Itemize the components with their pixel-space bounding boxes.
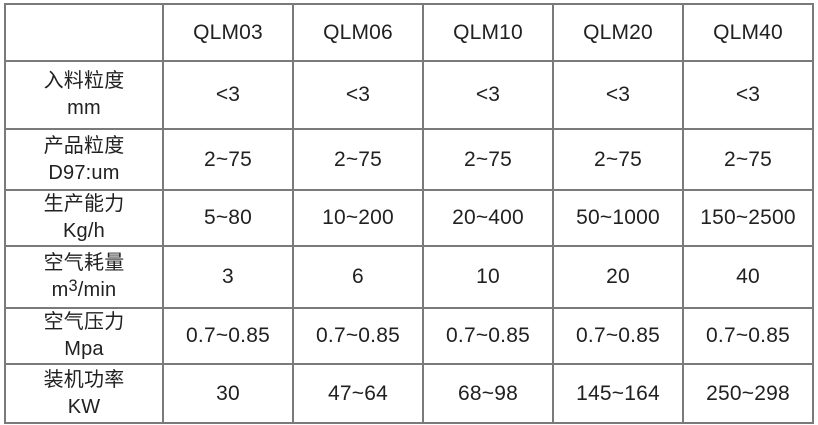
spec-table-header: QLM03 QLM06 QLM10 QLM20 QLM40: [4, 3, 814, 62]
row-label-cell: 入料粒度 mm: [4, 60, 164, 130]
row-label-unit: KW: [67, 395, 101, 418]
spec-value-cell: <3: [162, 60, 294, 130]
row-label-cell: 产品粒度 D97:um: [4, 128, 164, 191]
table-row: 装机功率 KW 30 47~64 68~98 145~164 250~298: [4, 363, 814, 424]
spec-value-cell: 150~2500: [682, 189, 814, 247]
table-row: 产品粒度 D97:um 2~75 2~75 2~75 2~75 2~75: [4, 128, 814, 191]
spec-value-cell: 2~75: [422, 128, 554, 191]
spec-value-cell: 0.7~0.85: [422, 307, 554, 365]
table-row: 生产能力 Kg/h 5~80 10~200 20~400 50~1000 150~2500: [4, 189, 814, 247]
row-label-name: 空气耗量: [43, 252, 125, 274]
row-label-unit: m3/min: [51, 276, 117, 301]
row-label-cell: 装机功率 KW: [4, 363, 164, 424]
row-label-name: 入料粒度: [43, 70, 125, 92]
row-label-unit: mm: [67, 97, 101, 119]
spec-value-cell: 2~75: [552, 128, 684, 191]
row-label-name: 空气压力: [43, 311, 125, 333]
table-row: 入料粒度 mm <3 <3 <3 <3 <3: [4, 60, 814, 130]
spec-value-cell: <3: [422, 60, 554, 130]
spec-value-cell: 6: [292, 245, 424, 309]
spec-value-cell: 0.7~0.85: [682, 307, 814, 365]
table-row: 空气耗量 m3/min 3 6 10 20 40: [4, 245, 814, 309]
row-label-name: 装机功率: [43, 368, 125, 391]
spec-value-cell: 10~200: [292, 189, 424, 247]
spec-value-cell: 3: [162, 245, 294, 309]
spec-value-cell: 5~80: [162, 189, 294, 247]
row-label-cell: 空气耗量 m3/min: [4, 245, 164, 309]
column-header-qlm03: QLM03: [162, 3, 294, 62]
row-label-cell: 生产能力 Kg/h: [4, 189, 164, 247]
spec-value-cell: 2~75: [682, 128, 814, 191]
column-header-empty: [4, 3, 164, 62]
spec-value-cell: 40: [682, 245, 814, 309]
spec-table-body: 入料粒度 mm <3 <3 <3 <3 <3 产品粒度 D97:um 2~75 2~75 2~75 2~…: [4, 60, 814, 424]
spec-value-cell: <3: [552, 60, 684, 130]
table-row: 空气压力 Mpa 0.7~0.85 0.7~0.85 0.7~0.85 0.7~0.85 0…: [4, 307, 814, 365]
row-label-unit: D97:um: [48, 161, 120, 184]
row-label-unit: Mpa: [64, 338, 104, 360]
spec-value-cell: 2~75: [162, 128, 294, 191]
spec-value-cell: 47~64: [292, 363, 424, 424]
column-header-qlm06: QLM06: [292, 3, 424, 62]
row-label-unit: Kg/h: [63, 220, 105, 242]
spec-value-cell: 0.7~0.85: [552, 307, 684, 365]
spec-value-cell: <3: [292, 60, 424, 130]
spec-value-cell: 10: [422, 245, 554, 309]
spec-value-cell: 20~400: [422, 189, 554, 247]
column-header-qlm40: QLM40: [682, 3, 814, 62]
row-label-name: 产品粒度: [43, 134, 125, 157]
column-header-qlm10: QLM10: [422, 3, 554, 62]
spec-value-cell: 145~164: [552, 363, 684, 424]
spec-value-cell: 0.7~0.85: [292, 307, 424, 365]
spec-value-cell: 50~1000: [552, 189, 684, 247]
product-spec-table: QLM03 QLM06 QLM10 QLM20 QLM40 入料粒度 mm <3 <3 <3 <3…: [4, 3, 814, 424]
row-label-cell: 空气压力 Mpa: [4, 307, 164, 365]
spec-value-cell: 68~98: [422, 363, 554, 424]
spec-value-cell: 20: [552, 245, 684, 309]
spec-value-cell: 2~75: [292, 128, 424, 191]
spec-value-cell: 250~298: [682, 363, 814, 424]
header-row: QLM03 QLM06 QLM10 QLM20 QLM40: [4, 3, 814, 62]
spec-value-cell: <3: [682, 60, 814, 130]
spec-value-cell: 0.7~0.85: [162, 307, 294, 365]
spec-value-cell: 30: [162, 363, 294, 424]
row-label-name: 生产能力: [43, 193, 125, 215]
column-header-qlm20: QLM20: [552, 3, 684, 62]
